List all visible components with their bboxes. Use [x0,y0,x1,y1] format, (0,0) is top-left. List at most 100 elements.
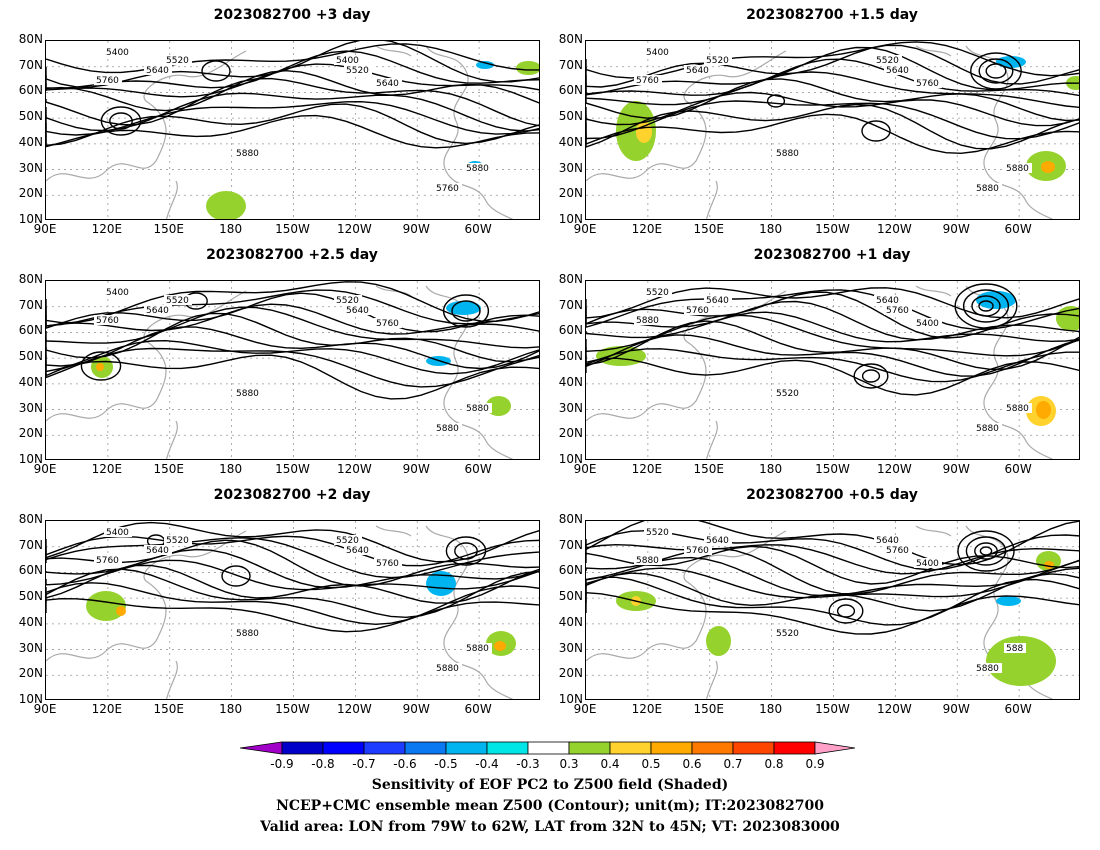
z500-closed-contour [201,60,231,82]
lon-tick-label: 90E [33,222,57,236]
lat-tick-label: 70N [558,537,583,552]
contour-label: 5760 [916,79,939,89]
contour-label: 5880 [776,149,799,159]
lon-tick-label: 120E [91,462,123,476]
coastline [705,180,718,219]
lat-tick-label: 30N [18,160,43,175]
lon-tick-label: 60W [1004,462,1032,476]
colorbar-label: -0.8 [311,757,335,771]
z500-contour [586,289,1079,331]
sensitivity-shade [706,626,731,656]
sensitivity-shade [1036,401,1051,419]
colorbar-label: -0.5 [434,757,458,771]
contour-label-bg [704,55,732,65]
lon-tick-label: 150W [275,462,310,476]
contour-label: 5760 [376,559,399,569]
caption-line-1: Sensitivity of EOF PC2 to Z500 field (Sh… [371,777,729,793]
colorbar-label: -0.6 [393,757,417,771]
contour-label: 5520 [646,288,669,298]
sensitivity-shade [1036,551,1061,571]
z500-closed-contour [454,542,478,560]
coastline [375,525,412,537]
colorbar-swatch [609,741,652,755]
z500-contour [586,572,1079,612]
contour-label: 5400 [106,288,129,298]
sensitivity-shade [86,591,126,621]
z500-contour [46,537,539,579]
contour-label: 5640 [146,66,169,76]
colorbar-label: -0.4 [475,757,499,771]
sensitivity-shade [996,596,1021,606]
sensitivity-shade [476,61,494,69]
contour-label-bg [334,295,362,305]
contour-label: 5640 [346,546,369,556]
z500-contour [46,597,539,633]
contour-label-bg [684,65,712,75]
lat-tick-label: 50N [558,589,583,604]
lat-tick-label: 50N [18,349,43,364]
contour-label-bg [434,183,462,193]
contour-label: 5640 [706,536,729,546]
z500-contour [586,357,1079,396]
lat-tick-label: 80N [558,272,583,286]
colorbar-label: 0.6 [682,757,702,771]
lat-tick-label: 30N [558,640,583,655]
z500-closed-contour [445,536,487,566]
z500-contour [46,582,539,626]
lon-tick-label: 150E [693,222,725,236]
contour-label: 5880 [636,316,659,326]
sensitivity-shade [516,61,539,75]
sensitivity-shade [426,571,456,596]
lon-tick-label: 60W [464,462,492,476]
z500-closed-contour [451,300,481,322]
lon-tick-label: 90W [402,222,430,236]
z500-closed-contour [978,300,994,312]
contour-label-bg [644,527,672,537]
contour-label-bg [684,545,712,555]
z500-contour [46,564,539,604]
lat-tick-label: 10N [558,452,583,466]
z500-closed-contour [957,530,1015,572]
lat-tick-label: 60N [558,563,583,578]
lat-tick-label: 10N [558,692,583,706]
z500-contour [586,71,1079,109]
contour-label: 5640 [146,546,169,556]
contour-label: 5760 [686,546,709,556]
coastline [965,285,1054,459]
colorbar-swatch [650,741,693,755]
colorbar-label: 0.5 [641,757,661,771]
lon-tick-label: 120W [876,702,912,716]
z500-contour [586,91,1079,127]
z500-contour [586,113,1079,155]
colorbar-swatch [281,741,324,755]
coastline [46,530,247,662]
colorbar-swatch [363,741,406,755]
contour-label: 5640 [876,536,899,546]
contour-label: 5760 [436,184,459,194]
contour-label: 5520 [346,66,369,76]
contour-label: 5880 [436,424,459,434]
lat-tick-label: 20N [18,186,43,201]
z500-contour [46,559,539,591]
contour-label-bg [94,315,122,325]
colorbar-swatch [773,741,816,755]
contour-label: 5520 [336,536,359,546]
z500-closed-contour [828,598,864,624]
lat-tick-label: 70N [558,297,583,312]
lat-tick-label: 10N [18,452,43,466]
colorbar-arrow-left [240,741,283,755]
coastline [375,45,412,57]
z500-closed-contour [971,295,1001,317]
contour-label: 5520 [776,629,799,639]
z500-contour [586,348,1079,383]
contour-label-bg [874,295,902,305]
z500-contour [586,103,1079,150]
z500-closed-contour [978,58,1014,84]
lon-tick-label: 60W [1004,222,1032,236]
lon-tick-label: 90W [402,462,430,476]
lon-tick-label: 180 [759,462,783,476]
contour-label-bg [464,163,492,173]
